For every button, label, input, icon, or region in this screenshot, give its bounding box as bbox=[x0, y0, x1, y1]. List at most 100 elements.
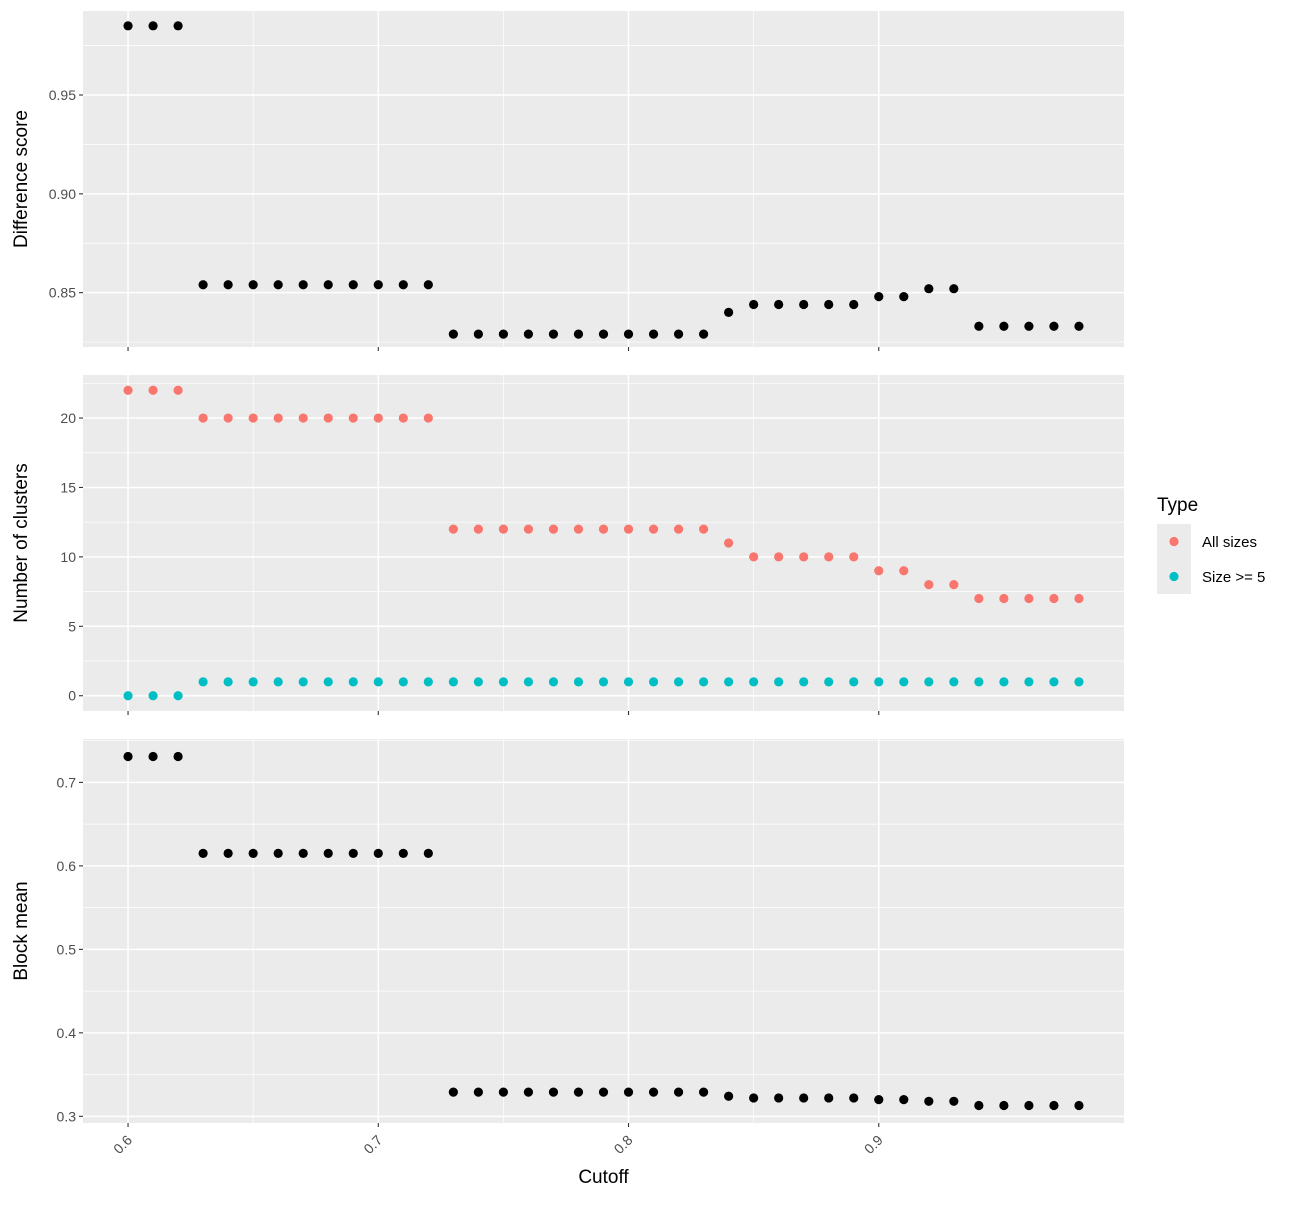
data-point bbox=[774, 1093, 784, 1103]
data-point bbox=[123, 691, 133, 701]
data-point bbox=[999, 593, 1009, 604]
data-point bbox=[874, 566, 884, 576]
data-point bbox=[448, 677, 458, 687]
data-point bbox=[949, 677, 959, 687]
data-point bbox=[223, 413, 233, 423]
data-point bbox=[573, 1087, 584, 1097]
y-tick-label: 0.4 bbox=[57, 1025, 77, 1041]
y-tick-label: 10 bbox=[60, 549, 76, 565]
data-point bbox=[824, 677, 834, 687]
data-point bbox=[498, 677, 509, 687]
data-point bbox=[724, 307, 734, 318]
data-point bbox=[448, 329, 458, 339]
y-tick-label: 0.7 bbox=[57, 774, 77, 790]
legend-key-marker bbox=[1169, 571, 1179, 582]
data-point bbox=[373, 413, 383, 423]
data-point bbox=[698, 1087, 709, 1097]
facet-panel-2: 0 5 10 15 20 Number of clusters bbox=[11, 375, 1124, 715]
data-point bbox=[598, 329, 609, 339]
data-point bbox=[473, 524, 483, 534]
panel-background bbox=[83, 11, 1124, 347]
data-point bbox=[1049, 321, 1059, 331]
data-point bbox=[623, 677, 634, 687]
data-point bbox=[724, 1091, 734, 1101]
data-point bbox=[974, 321, 984, 331]
data-point bbox=[673, 1087, 684, 1097]
data-point bbox=[223, 280, 233, 290]
x-axis: 0.6 0.7 0.8 0.9 Cutoff bbox=[110, 1132, 886, 1188]
data-point bbox=[548, 524, 559, 534]
data-point bbox=[448, 1087, 458, 1097]
y-tick-label: 20 bbox=[60, 410, 76, 426]
data-point bbox=[1074, 321, 1084, 331]
data-point bbox=[273, 677, 283, 687]
data-point bbox=[348, 848, 358, 858]
data-point bbox=[373, 280, 383, 290]
y-tick-label: 0.95 bbox=[49, 87, 76, 103]
data-point bbox=[523, 524, 534, 534]
data-point bbox=[198, 413, 208, 423]
data-point bbox=[874, 677, 884, 687]
data-point bbox=[1024, 593, 1034, 604]
data-point bbox=[974, 1100, 984, 1111]
data-point bbox=[323, 848, 333, 858]
legend-entry-label: All sizes bbox=[1202, 534, 1257, 551]
data-point bbox=[824, 552, 834, 562]
y-tick-label: 5 bbox=[68, 618, 76, 634]
data-point bbox=[774, 299, 784, 310]
data-point bbox=[273, 280, 283, 290]
data-point bbox=[248, 413, 258, 423]
data-point bbox=[949, 1096, 959, 1106]
data-point bbox=[573, 677, 584, 687]
series-1 bbox=[123, 751, 1084, 1111]
data-point bbox=[1049, 1100, 1059, 1111]
data-point bbox=[1049, 677, 1059, 687]
y-axis-title: Difference score bbox=[11, 110, 32, 248]
facet-panel-3: 0.3 0.4 0.5 0.6 0.7 Block mean bbox=[11, 739, 1124, 1127]
data-point bbox=[799, 1093, 809, 1103]
panel-background bbox=[83, 739, 1124, 1123]
data-point bbox=[999, 321, 1009, 331]
data-point bbox=[173, 385, 183, 395]
data-point bbox=[774, 677, 784, 687]
y-tick-label: 0.5 bbox=[57, 941, 77, 957]
data-point bbox=[173, 751, 183, 762]
data-point bbox=[924, 284, 934, 294]
data-point bbox=[598, 1087, 609, 1097]
data-point bbox=[123, 751, 133, 762]
data-point bbox=[849, 552, 859, 562]
data-point bbox=[724, 538, 734, 548]
data-point bbox=[248, 280, 258, 290]
data-point bbox=[348, 413, 358, 423]
data-point bbox=[523, 1087, 534, 1097]
x-tick-label: 0.7 bbox=[360, 1132, 385, 1157]
data-point bbox=[373, 848, 383, 858]
data-point bbox=[298, 677, 308, 687]
data-point bbox=[323, 280, 333, 290]
data-point bbox=[323, 413, 333, 423]
data-point bbox=[899, 566, 909, 576]
series-1 bbox=[123, 385, 1084, 604]
data-point bbox=[448, 524, 458, 534]
data-point bbox=[498, 524, 509, 534]
data-point bbox=[1024, 677, 1034, 687]
data-point bbox=[148, 691, 158, 701]
data-point bbox=[899, 1095, 909, 1105]
data-point bbox=[148, 751, 158, 762]
data-point bbox=[749, 299, 759, 310]
data-point bbox=[673, 524, 684, 534]
data-point bbox=[824, 1093, 834, 1103]
legend-title: Type bbox=[1157, 495, 1198, 516]
data-point bbox=[223, 848, 233, 858]
data-point bbox=[548, 1087, 559, 1097]
x-tick-label: 0.6 bbox=[110, 1132, 135, 1157]
data-point bbox=[673, 329, 684, 339]
data-point bbox=[548, 329, 559, 339]
data-point bbox=[423, 848, 433, 858]
data-point bbox=[548, 677, 559, 687]
data-point bbox=[623, 1087, 634, 1097]
data-point bbox=[523, 677, 534, 687]
series-1 bbox=[123, 21, 1084, 339]
